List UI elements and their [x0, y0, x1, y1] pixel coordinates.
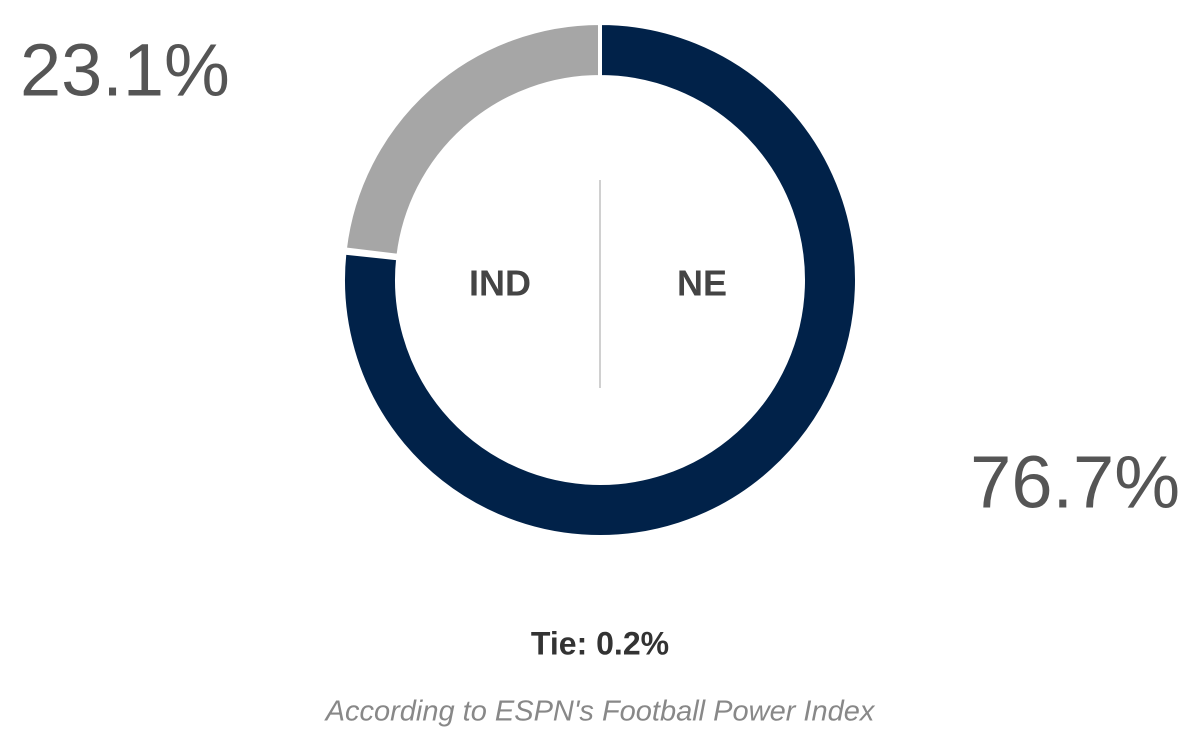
donut-segment: [341, 20, 859, 539]
value-label: 76.7%: [970, 441, 1180, 524]
footnote: According to ESPN's Football Power Index: [324, 696, 876, 728]
team-label: NE: [677, 263, 727, 304]
tie-label: Tie: 0.2%: [531, 625, 669, 661]
donut-segment: [342, 20, 602, 259]
value-label: 23.1%: [20, 29, 230, 112]
team-label: IND: [469, 263, 531, 304]
